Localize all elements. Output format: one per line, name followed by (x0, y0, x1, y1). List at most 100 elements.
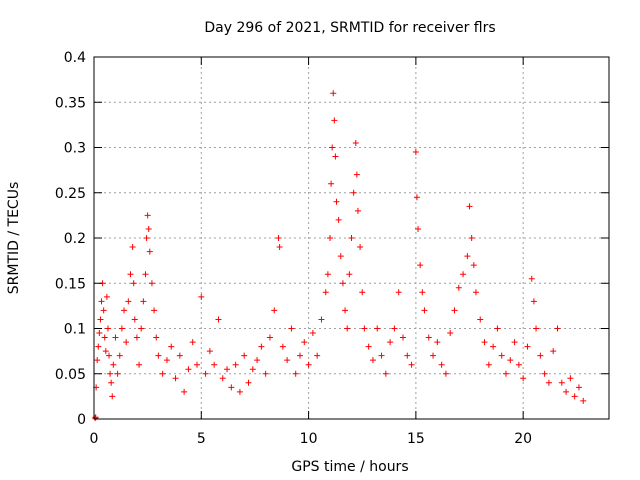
data-point (142, 271, 149, 278)
data-point (185, 366, 192, 373)
data-point (382, 370, 389, 377)
data-point (144, 212, 151, 219)
data-point (460, 271, 467, 278)
data-point (138, 325, 145, 332)
data-point (391, 325, 398, 332)
data-point (163, 357, 170, 364)
data-point (447, 330, 454, 337)
y-tick-label: 0.4 (64, 50, 86, 66)
data-point (387, 339, 394, 346)
data-point (301, 339, 308, 346)
data-point (271, 307, 278, 314)
data-points (92, 90, 587, 422)
data-point (275, 235, 282, 241)
data-point (481, 339, 488, 346)
data-point (337, 253, 344, 260)
data-point (309, 330, 316, 337)
data-point (106, 352, 113, 359)
data-point (485, 361, 492, 368)
data-point (121, 307, 128, 314)
x-tick-label: 0 (90, 431, 99, 447)
data-point (404, 352, 411, 359)
data-point (451, 307, 458, 314)
data-point (125, 298, 132, 305)
data-point (344, 325, 351, 332)
data-point (413, 194, 420, 201)
data-point (97, 316, 104, 323)
data-point (528, 275, 535, 282)
data-point (98, 298, 105, 305)
grid-lines (94, 57, 609, 419)
data-point (563, 388, 570, 395)
data-point (254, 357, 261, 364)
data-point (395, 289, 402, 296)
data-point (241, 352, 248, 359)
data-point (276, 244, 283, 251)
data-point (533, 325, 540, 332)
data-point (288, 325, 295, 332)
y-axis-label: SRMTID / TECUs (6, 182, 22, 295)
data-point (477, 316, 484, 323)
data-point (524, 343, 531, 350)
y-tick-label: 0.1 (64, 322, 86, 338)
data-point (114, 370, 121, 377)
data-point (369, 357, 376, 364)
data-point (236, 388, 243, 395)
data-point (103, 293, 110, 300)
data-point (224, 366, 231, 373)
data-point (318, 316, 325, 323)
data-point (430, 352, 437, 359)
data-point (189, 339, 196, 346)
data-point (434, 339, 441, 346)
data-point (511, 339, 518, 346)
data-point (104, 325, 111, 332)
data-point (417, 262, 424, 269)
data-point (148, 280, 155, 287)
data-point (339, 280, 346, 287)
data-point (331, 117, 338, 124)
data-point (109, 393, 116, 400)
data-point (412, 149, 419, 156)
data-point (262, 370, 269, 377)
data-point (305, 361, 312, 368)
data-point (374, 325, 381, 332)
data-point (140, 298, 147, 305)
data-point (107, 370, 114, 377)
data-point (232, 361, 239, 368)
data-point (314, 352, 321, 359)
data-point (333, 198, 340, 205)
data-point (400, 334, 406, 341)
data-point (530, 298, 537, 305)
y-tick-label: 0.2 (64, 231, 86, 247)
data-point (211, 361, 218, 368)
data-point (329, 144, 336, 151)
data-point (498, 352, 505, 359)
data-point (112, 334, 119, 341)
data-point (365, 343, 372, 350)
y-tick-label: 0 (77, 412, 86, 428)
data-point (279, 343, 286, 350)
data-point (520, 375, 527, 382)
data-point (425, 334, 432, 341)
data-point (558, 379, 565, 386)
data-point (194, 361, 200, 368)
x-tick-label: 5 (197, 431, 206, 447)
data-point (408, 361, 415, 368)
data-point (108, 379, 115, 386)
data-point (110, 361, 117, 368)
data-point (136, 361, 143, 368)
data-point (353, 171, 360, 178)
data-point (346, 271, 353, 278)
data-point (94, 357, 101, 364)
data-point (419, 289, 426, 296)
data-point (580, 397, 587, 404)
data-point (102, 348, 109, 355)
data-point (515, 361, 522, 368)
y-tick-label: 0.3 (64, 141, 86, 157)
y-tick-label: 0.05 (55, 367, 86, 383)
data-point (155, 352, 162, 359)
data-point (198, 293, 205, 300)
chart-title: Day 296 of 2021, SRMTID for receiver flr… (204, 20, 495, 36)
x-tick-label: 20 (514, 431, 532, 447)
